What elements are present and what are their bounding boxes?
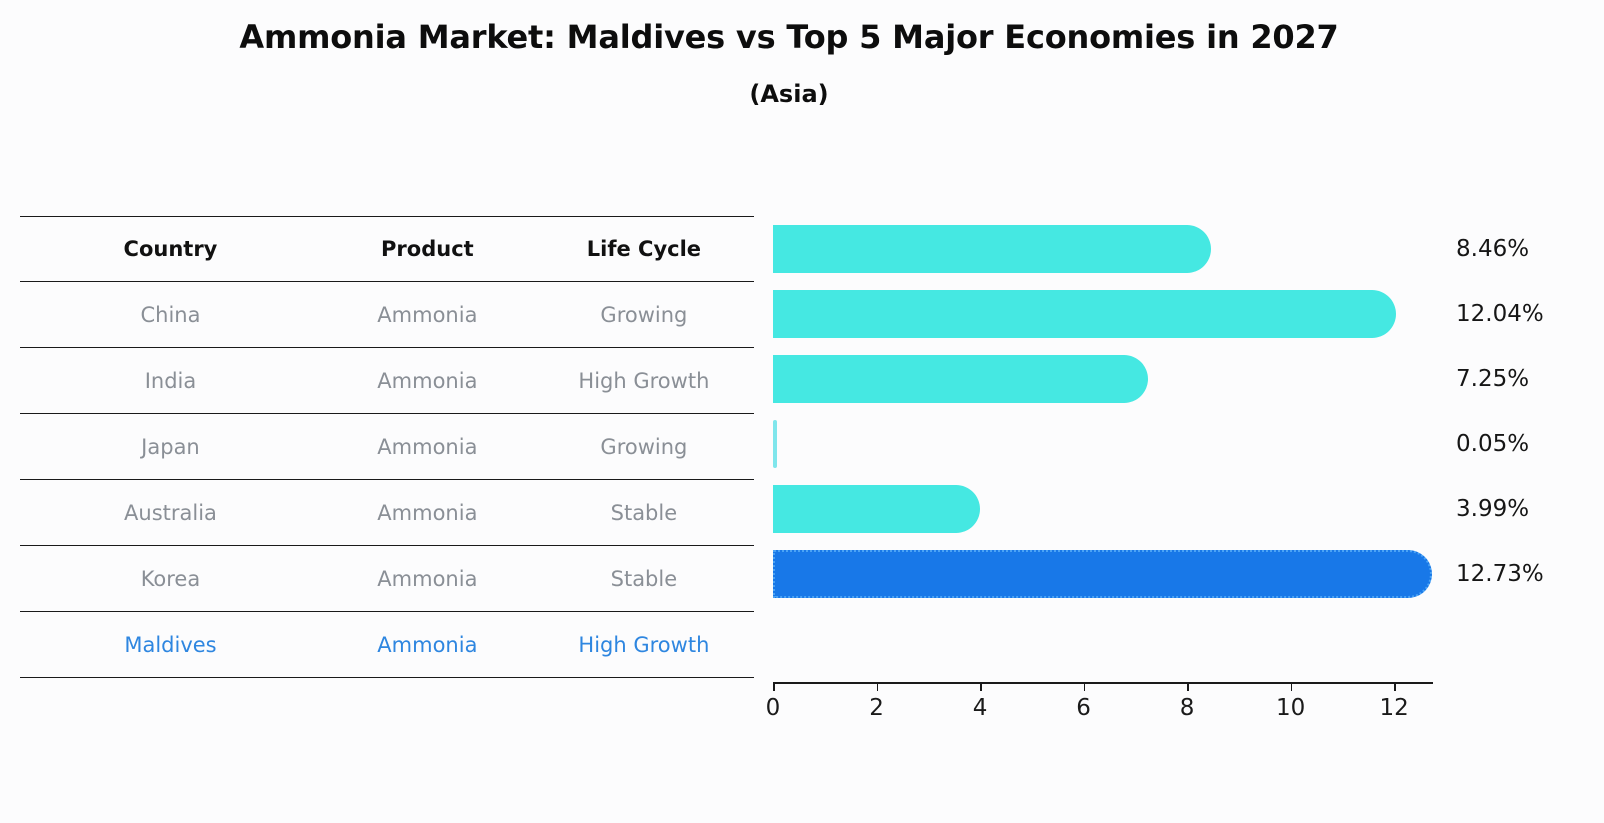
cell-life-cycle: Growing	[533, 413, 754, 480]
bar-australia[interactable]	[773, 419, 777, 468]
page-title: Ammonia Market: Maldives vs Top 5 Major …	[239, 18, 1339, 56]
bar-row: 0.05%	[773, 411, 1529, 476]
bar-row: 7.25%	[773, 346, 1529, 411]
bar-china[interactable]	[773, 224, 1211, 273]
x-axis-tick	[1394, 682, 1396, 691]
table-row: India Ammonia High Growth	[20, 347, 754, 414]
cell-product: Ammonia	[320, 413, 534, 480]
cell-product: Ammonia	[320, 281, 534, 348]
bar-maldives[interactable]	[773, 549, 1432, 598]
cell-country: Korea	[20, 545, 321, 612]
cell-country: Australia	[20, 479, 321, 546]
table-header-row: Country Product Life Cycle	[20, 216, 754, 282]
x-axis-tick	[1187, 682, 1189, 691]
cell-product: Ammonia	[320, 347, 534, 414]
bar-korea[interactable]	[773, 484, 980, 533]
x-axis-tick	[876, 682, 879, 691]
x-axis-tick-label: 0	[765, 695, 781, 721]
x-axis-tick-label: 8	[1179, 695, 1195, 721]
x-axis-tick-label: 6	[1076, 695, 1091, 721]
bar-row: 12.73%	[773, 541, 1544, 606]
x-axis-tick	[980, 682, 982, 691]
bar-chart-plot-area: 8.46% 12.04% 7.25% 0.05% 3.99% 12.73%	[773, 216, 1544, 682]
cell-product: Ammonia	[320, 479, 534, 546]
bar-japan[interactable]	[773, 354, 1149, 403]
x-axis-tick-label: 4	[972, 695, 988, 721]
cell-country: India	[20, 347, 321, 414]
table-row: China Ammonia Growing	[20, 281, 754, 348]
x-axis-tick	[1290, 682, 1293, 691]
bar-row: 3.99%	[773, 476, 1529, 541]
x-axis: 0 2 4 6 8 10 12	[766, 682, 1433, 742]
comparison-table: Country Product Life Cycle China Ammonia G…	[20, 216, 754, 678]
column-header-product: Product	[320, 216, 534, 282]
x-axis-line	[773, 682, 1433, 685]
x-axis-tick	[773, 682, 775, 691]
table-row: Korea Ammonia Stable	[20, 545, 754, 612]
table-row: Maldives Ammonia High Growth	[20, 611, 754, 678]
column-header-life-cycle: Life Cycle	[533, 216, 754, 282]
cell-life-cycle: Growing	[533, 281, 754, 348]
cell-country: Japan	[20, 413, 321, 480]
bar-value-label: 0.05%	[1456, 430, 1530, 457]
cell-product: Ammonia	[320, 611, 534, 678]
cell-product: Ammonia	[320, 545, 534, 612]
x-axis-tick-label: 12	[1379, 695, 1409, 721]
x-axis-tick	[1083, 682, 1086, 691]
cell-life-cycle: Stable	[533, 479, 754, 546]
bar-india[interactable]	[773, 289, 1397, 338]
x-axis-tick-label: 2	[869, 695, 884, 721]
bar-value-label: 12.04%	[1456, 300, 1544, 327]
x-axis-tick-label: 10	[1276, 695, 1306, 721]
cell-life-cycle: High Growth	[533, 611, 754, 678]
cell-country: Maldives	[20, 611, 321, 678]
bar-value-label: 8.46%	[1456, 235, 1530, 262]
table-row: Australia Ammonia Stable	[20, 479, 754, 546]
bar-value-label: 12.73%	[1456, 560, 1544, 587]
cell-life-cycle: Stable	[533, 545, 754, 612]
bar-value-label: 3.99%	[1456, 495, 1530, 522]
cell-life-cycle: High Growth	[533, 347, 754, 414]
bar-row: 12.04%	[773, 281, 1544, 346]
column-header-country: Country	[20, 216, 321, 282]
cell-country: China	[20, 281, 321, 348]
page-subtitle: (Asia)	[749, 80, 829, 108]
bar-row: 8.46%	[773, 216, 1529, 281]
table-row: Japan Ammonia Growing	[20, 413, 754, 480]
bar-value-label: 7.25%	[1456, 365, 1530, 392]
